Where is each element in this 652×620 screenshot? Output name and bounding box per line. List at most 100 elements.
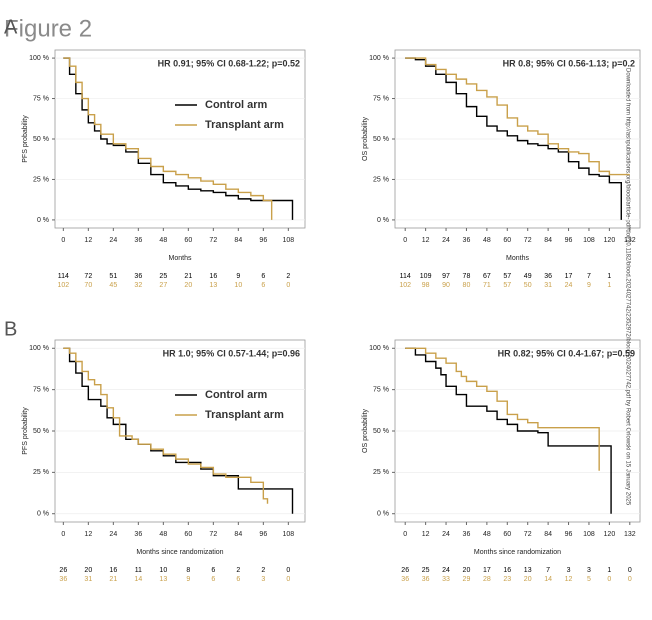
at-risk-count: 102 — [57, 282, 69, 289]
at-risk-count: 0 — [628, 567, 632, 574]
at-risk-count: 21 — [109, 576, 117, 583]
at-risk-count: 72 — [84, 273, 92, 280]
at-risk-count: 1 — [607, 273, 611, 280]
at-risk-count: 49 — [524, 273, 532, 280]
x-axis-label: Months since randomization — [474, 549, 561, 556]
at-risk-count: 13 — [524, 567, 532, 574]
y-tick-label: 75 % — [33, 95, 49, 102]
x-tick-label: 36 — [134, 531, 142, 538]
x-tick-label: 36 — [463, 237, 471, 244]
y-tick-label: 75 % — [373, 95, 389, 102]
x-tick-label: 24 — [442, 237, 450, 244]
at-risk-count: 16 — [209, 273, 217, 280]
x-tick-label: 96 — [259, 531, 267, 538]
y-tick-label: 100 % — [29, 345, 49, 352]
y-tick-label: 50 % — [373, 428, 389, 435]
y-tick-label: 0 % — [37, 511, 49, 518]
x-tick-label: 0 — [403, 531, 407, 538]
panel-label: B — [4, 318, 17, 340]
at-risk-count: 6 — [261, 282, 265, 289]
at-risk-count: 23 — [503, 576, 511, 583]
at-risk-count: 12 — [565, 576, 573, 583]
x-tick-label: 0 — [61, 531, 65, 538]
at-risk-count: 0 — [286, 576, 290, 583]
side-note: Downloaded from http://ashpublications.o… — [624, 68, 630, 506]
at-risk-count: 31 — [544, 282, 552, 289]
at-risk-count: 98 — [422, 282, 430, 289]
y-tick-label: 100 % — [29, 55, 49, 62]
x-axis-label: Months — [506, 255, 529, 262]
hazard-ratio: HR 0.82; 95% CI 0.4-1.67; p=0.59 — [498, 348, 635, 358]
at-risk-count: 0 — [628, 576, 632, 583]
at-risk-count: 0 — [607, 576, 611, 583]
y-tick-label: 25 % — [373, 176, 389, 183]
figure-title: Figure 2 — [4, 15, 92, 42]
y-tick-label: 0 % — [37, 217, 49, 224]
x-tick-label: 72 — [209, 237, 217, 244]
x-tick-label: 48 — [483, 237, 491, 244]
at-risk-count: 9 — [236, 273, 240, 280]
y-axis-label: PFS probability — [22, 115, 29, 163]
at-risk-count: 32 — [134, 282, 142, 289]
x-tick-label: 84 — [544, 237, 552, 244]
at-risk-count: 10 — [234, 282, 242, 289]
at-risk-count: 1 — [607, 567, 611, 574]
at-risk-count: 36 — [134, 273, 142, 280]
x-tick-label: 48 — [159, 237, 167, 244]
y-axis-label: OS probability — [362, 409, 369, 453]
at-risk-count: 7 — [546, 567, 550, 574]
at-risk-count: 13 — [159, 576, 167, 583]
at-risk-count: 7 — [587, 273, 591, 280]
x-tick-label: 60 — [503, 237, 511, 244]
at-risk-count: 8 — [186, 567, 190, 574]
x-tick-label: 24 — [109, 237, 117, 244]
at-risk-count: 2 — [236, 567, 240, 574]
survival-curve — [63, 347, 269, 504]
at-risk-count: 24 — [442, 567, 450, 574]
at-risk-count: 9 — [587, 282, 591, 289]
x-tick-label: 0 — [61, 237, 65, 244]
x-tick-label: 36 — [134, 237, 142, 244]
at-risk-count: 17 — [565, 273, 573, 280]
survival-curve — [405, 347, 612, 514]
at-risk-count: 14 — [134, 576, 142, 583]
at-risk-count: 20 — [524, 576, 532, 583]
at-risk-count: 20 — [463, 567, 471, 574]
at-risk-count: 3 — [567, 567, 571, 574]
at-risk-count: 0 — [286, 567, 290, 574]
at-risk-count: 80 — [463, 282, 471, 289]
y-tick-label: 25 % — [373, 469, 389, 476]
at-risk-count: 29 — [463, 576, 471, 583]
y-tick-label: 0 % — [377, 511, 389, 518]
y-tick-label: 100 % — [369, 345, 389, 352]
at-risk-count: 109 — [420, 273, 432, 280]
at-risk-count: 51 — [109, 273, 117, 280]
x-tick-label: 60 — [184, 531, 192, 538]
x-tick-label: 24 — [442, 531, 450, 538]
at-risk-count: 71 — [483, 282, 491, 289]
survival-curve — [63, 57, 294, 220]
at-risk-count: 11 — [135, 567, 142, 574]
at-risk-count: 6 — [236, 576, 240, 583]
at-risk-count: 14 — [544, 576, 552, 583]
at-risk-count: 57 — [503, 282, 511, 289]
at-risk-count: 36 — [59, 576, 67, 583]
survival-curve — [405, 57, 622, 220]
at-risk-count: 21 — [184, 273, 192, 280]
at-risk-count: 31 — [84, 576, 92, 583]
x-tick-label: 12 — [422, 237, 430, 244]
at-risk-count: 0 — [286, 282, 290, 289]
at-risk-count: 6 — [211, 576, 215, 583]
x-tick-label: 0 — [403, 237, 407, 244]
y-tick-label: 75 % — [373, 386, 389, 393]
x-axis-label: Months — [169, 255, 192, 262]
y-axis-label: OS probability — [362, 117, 369, 161]
x-tick-label: 72 — [209, 531, 217, 538]
at-risk-count: 16 — [109, 567, 117, 574]
at-risk-count: 90 — [442, 282, 450, 289]
at-risk-count: 2 — [286, 273, 290, 280]
hazard-ratio: HR 0.91; 95% CI 0.68-1.22; p=0.52 — [158, 58, 300, 68]
at-risk-count: 6 — [261, 273, 265, 280]
at-risk-count: 2 — [261, 567, 265, 574]
at-risk-count: 70 — [84, 282, 92, 289]
